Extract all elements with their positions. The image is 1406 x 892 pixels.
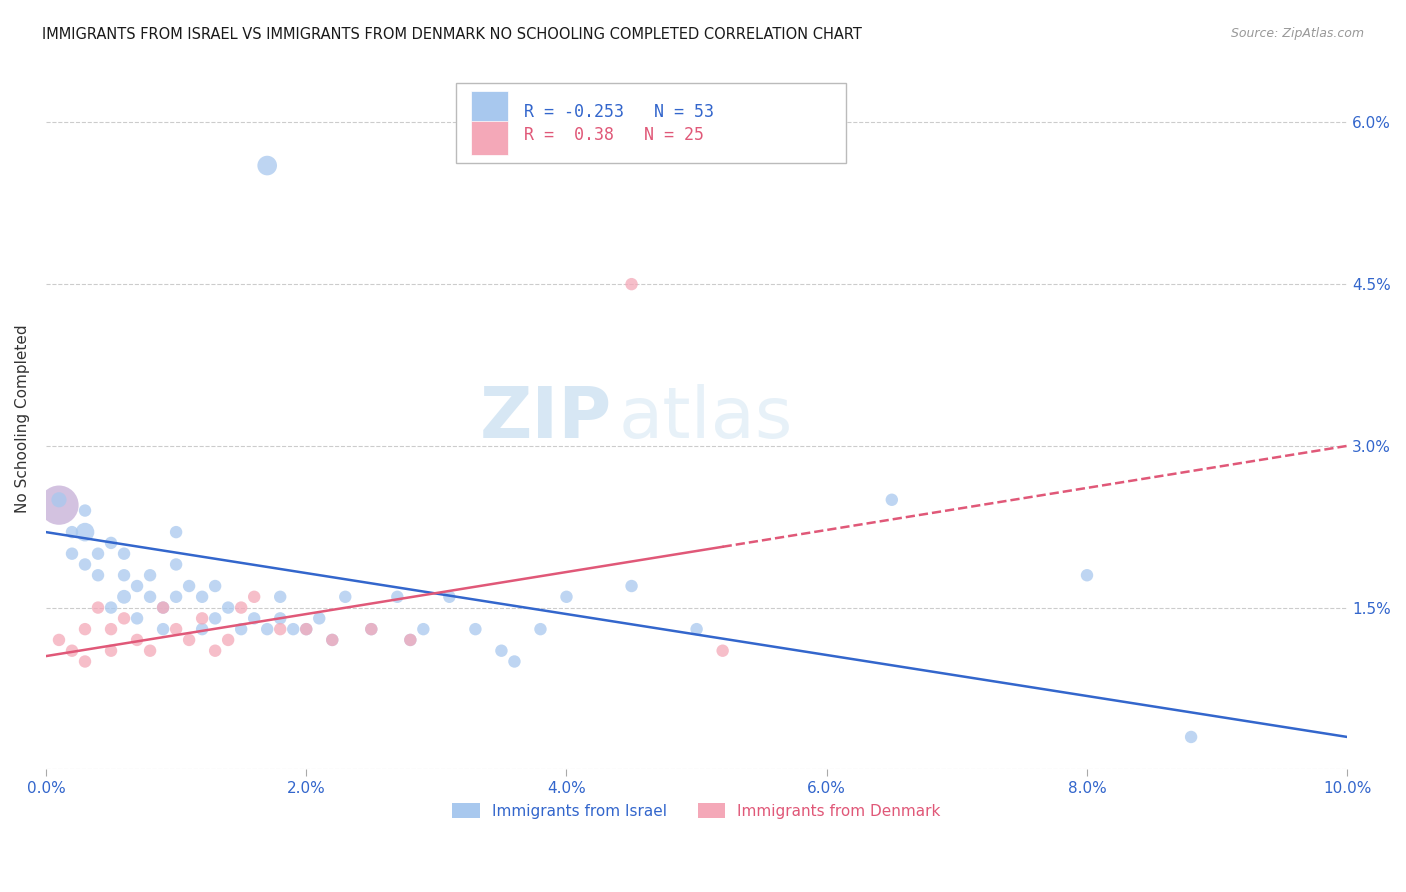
Point	[191, 622, 214, 636]
Point	[165, 525, 187, 540]
Point	[112, 590, 135, 604]
Point	[360, 622, 382, 636]
Point	[179, 579, 201, 593]
Point	[165, 622, 187, 636]
Point	[87, 547, 110, 561]
Point	[1076, 568, 1098, 582]
Text: IMMIGRANTS FROM ISRAEL VS IMMIGRANTS FROM DENMARK NO SCHOOLING COMPLETED CORRELA: IMMIGRANTS FROM ISRAEL VS IMMIGRANTS FRO…	[42, 27, 862, 42]
Point	[880, 492, 903, 507]
Point	[152, 600, 174, 615]
Point	[100, 600, 122, 615]
Point	[48, 632, 70, 647]
Y-axis label: No Schooling Completed: No Schooling Completed	[15, 325, 30, 513]
Point	[256, 159, 278, 173]
Text: atlas: atlas	[619, 384, 793, 453]
Point	[620, 579, 643, 593]
Point	[243, 590, 266, 604]
Point	[73, 655, 96, 669]
Point	[399, 632, 422, 647]
Bar	[471, 91, 508, 125]
Point	[204, 579, 226, 593]
Point	[139, 568, 162, 582]
Point	[125, 611, 148, 625]
Point	[620, 277, 643, 292]
Point	[87, 568, 110, 582]
Legend: Immigrants from Israel, Immigrants from Denmark: Immigrants from Israel, Immigrants from …	[446, 797, 946, 825]
Point	[412, 622, 434, 636]
Point	[112, 547, 135, 561]
Point	[387, 590, 409, 604]
Text: ZIP: ZIP	[479, 384, 612, 453]
Point	[60, 525, 83, 540]
Point	[125, 632, 148, 647]
Text: Source: ZipAtlas.com: Source: ZipAtlas.com	[1230, 27, 1364, 40]
Point	[295, 622, 318, 636]
Point	[204, 643, 226, 657]
Text: R =  0.38   N = 25: R = 0.38 N = 25	[523, 126, 703, 145]
Point	[360, 622, 382, 636]
Point	[73, 525, 96, 540]
Point	[256, 622, 278, 636]
Point	[204, 611, 226, 625]
Point	[60, 643, 83, 657]
Point	[152, 622, 174, 636]
Point	[100, 643, 122, 657]
Point	[464, 622, 486, 636]
Point	[73, 622, 96, 636]
Point	[112, 611, 135, 625]
Point	[60, 547, 83, 561]
Point	[335, 590, 357, 604]
Point	[165, 558, 187, 572]
Point	[217, 632, 239, 647]
Point	[191, 611, 214, 625]
Point	[100, 622, 122, 636]
Bar	[471, 121, 508, 154]
Point	[243, 611, 266, 625]
Point	[48, 498, 70, 512]
Point	[191, 590, 214, 604]
Point	[269, 611, 291, 625]
Point	[308, 611, 330, 625]
Point	[125, 579, 148, 593]
Point	[179, 632, 201, 647]
Point	[48, 492, 70, 507]
Point	[139, 590, 162, 604]
Point	[165, 590, 187, 604]
Point	[321, 632, 343, 647]
Point	[399, 632, 422, 647]
Point	[685, 622, 707, 636]
Point	[217, 600, 239, 615]
Point	[73, 558, 96, 572]
Point	[87, 600, 110, 615]
Point	[139, 643, 162, 657]
Point	[503, 655, 526, 669]
Point	[283, 622, 305, 636]
Point	[1180, 730, 1202, 744]
Point	[100, 536, 122, 550]
Point	[73, 503, 96, 517]
FancyBboxPatch shape	[456, 83, 846, 163]
Point	[439, 590, 461, 604]
Point	[491, 643, 513, 657]
Point	[711, 643, 734, 657]
Point	[269, 622, 291, 636]
Point	[555, 590, 578, 604]
Point	[529, 622, 551, 636]
Point	[295, 622, 318, 636]
Point	[112, 568, 135, 582]
Point	[321, 632, 343, 647]
Point	[231, 600, 253, 615]
Point	[152, 600, 174, 615]
Point	[231, 622, 253, 636]
Text: R = -0.253   N = 53: R = -0.253 N = 53	[523, 103, 714, 120]
Point	[269, 590, 291, 604]
